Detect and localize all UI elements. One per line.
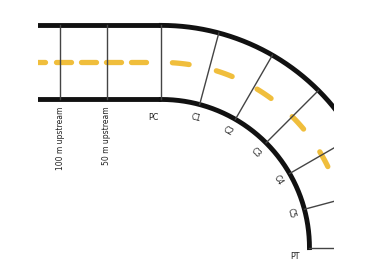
- Text: C4: C4: [272, 174, 284, 187]
- Text: 100 m upstream: 100 m upstream: [55, 107, 65, 170]
- Text: 50 m upstream: 50 m upstream: [102, 107, 112, 165]
- Text: C3: C3: [250, 146, 263, 159]
- Text: C2: C2: [222, 125, 235, 138]
- Text: PC: PC: [148, 113, 159, 122]
- Text: C1: C1: [190, 112, 202, 123]
- Text: PT: PT: [290, 252, 299, 261]
- Text: C5: C5: [286, 207, 297, 219]
